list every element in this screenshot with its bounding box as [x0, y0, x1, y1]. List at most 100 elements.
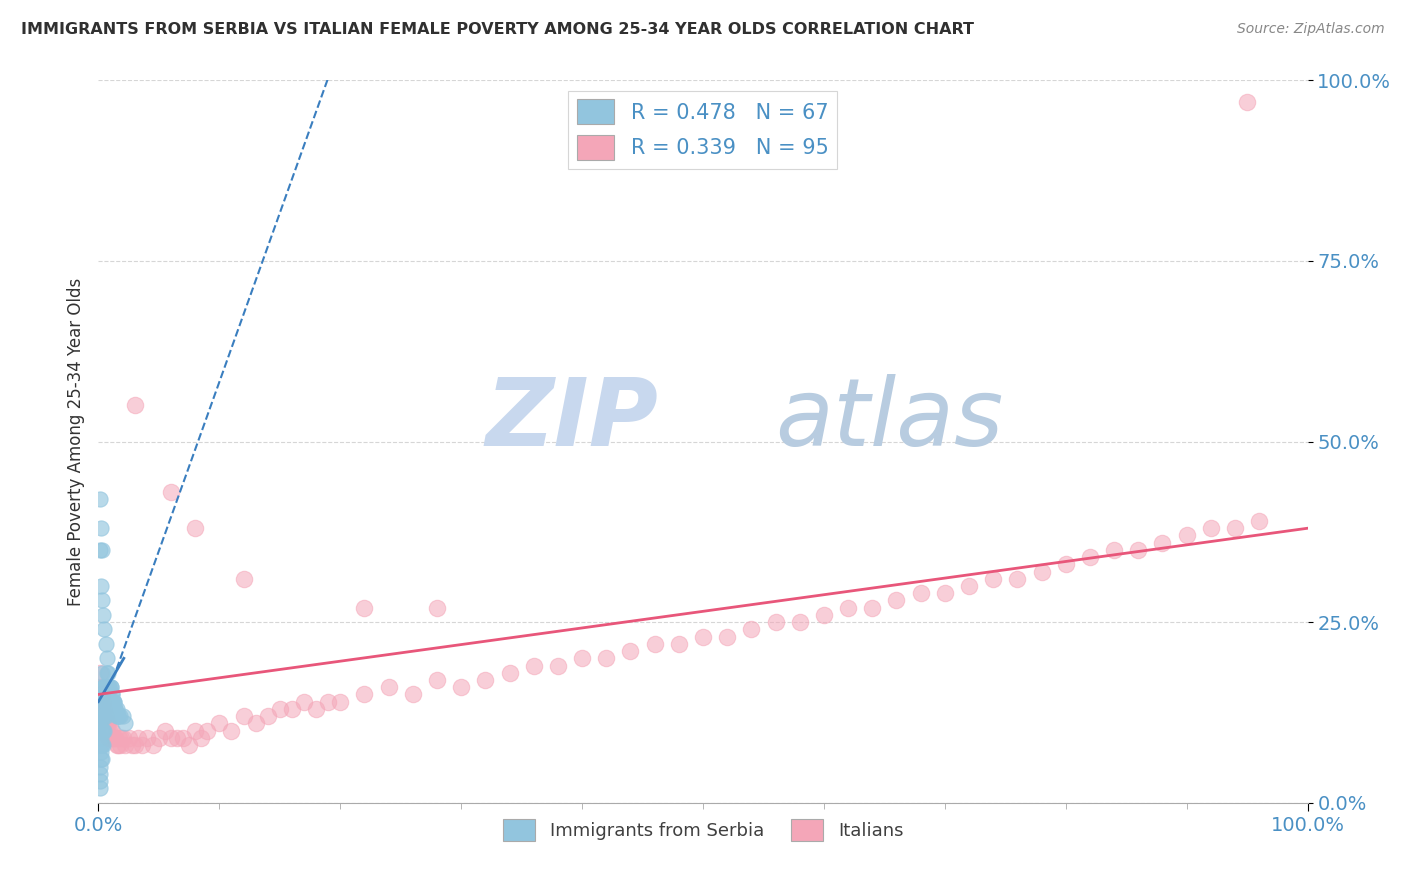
Point	[316, 695, 339, 709]
Point	[1223, 521, 1246, 535]
Point	[934, 586, 956, 600]
Point	[108, 738, 131, 752]
Point	[765, 615, 787, 630]
Point	[91, 723, 114, 738]
Point	[104, 702, 127, 716]
Point	[91, 709, 114, 723]
Point	[184, 723, 207, 738]
Point	[98, 680, 121, 694]
Point	[97, 716, 120, 731]
Point	[118, 731, 141, 745]
Point	[100, 687, 122, 701]
Point	[91, 687, 114, 701]
Point	[93, 723, 115, 738]
Point	[91, 702, 114, 716]
Point	[91, 695, 114, 709]
Point	[91, 665, 114, 680]
Point	[1128, 542, 1150, 557]
Point	[90, 723, 112, 738]
Point	[91, 607, 114, 622]
Point	[111, 709, 134, 723]
Point	[91, 695, 114, 709]
Point	[100, 723, 122, 738]
Point	[105, 702, 128, 716]
Point	[692, 630, 714, 644]
Point	[108, 709, 131, 723]
Point	[269, 702, 291, 716]
Point	[96, 723, 118, 738]
Point	[91, 709, 114, 723]
Point	[91, 752, 114, 766]
Point	[353, 600, 375, 615]
Point	[195, 723, 218, 738]
Point	[90, 680, 112, 694]
Point	[232, 572, 254, 586]
Point	[789, 615, 811, 630]
Point	[110, 731, 132, 745]
Point	[97, 695, 120, 709]
Point	[103, 695, 125, 709]
Point	[981, 572, 1004, 586]
Point	[91, 709, 114, 723]
Point	[89, 781, 111, 796]
Point	[89, 492, 111, 507]
Point	[124, 398, 146, 412]
Point	[402, 687, 425, 701]
Point	[93, 709, 115, 723]
Point	[426, 673, 449, 687]
Point	[1199, 521, 1222, 535]
Point	[94, 723, 117, 738]
Point	[96, 651, 118, 665]
Point	[91, 542, 114, 557]
Point	[90, 695, 112, 709]
Point	[90, 521, 112, 535]
Point	[131, 738, 153, 752]
Point	[114, 716, 136, 731]
Point	[101, 731, 124, 745]
Point	[1236, 95, 1258, 109]
Point	[1249, 514, 1271, 528]
Point	[184, 521, 207, 535]
Point	[377, 680, 399, 694]
Point	[179, 738, 201, 752]
Point	[595, 651, 617, 665]
Point	[353, 687, 375, 701]
Point	[96, 695, 118, 709]
Point	[886, 593, 908, 607]
Point	[103, 731, 125, 745]
Point	[91, 593, 114, 607]
Text: ZIP: ZIP	[485, 374, 658, 466]
Point	[813, 607, 835, 622]
Point	[100, 723, 122, 738]
Point	[103, 695, 125, 709]
Point	[172, 731, 194, 745]
Point	[107, 709, 129, 723]
Point	[93, 680, 115, 694]
Point	[96, 665, 118, 680]
Legend: Immigrants from Serbia, Italians: Immigrants from Serbia, Italians	[495, 812, 911, 848]
Point	[256, 709, 278, 723]
Point	[93, 623, 115, 637]
Point	[498, 665, 520, 680]
Point	[450, 680, 472, 694]
Point	[1102, 542, 1125, 557]
Point	[105, 738, 128, 752]
Point	[96, 680, 118, 694]
Point	[232, 709, 254, 723]
Point	[100, 680, 122, 694]
Point	[910, 586, 932, 600]
Point	[547, 658, 569, 673]
Point	[89, 542, 111, 557]
Point	[860, 600, 883, 615]
Point	[97, 665, 120, 680]
Point	[190, 731, 212, 745]
Point	[90, 716, 112, 731]
Point	[135, 731, 157, 745]
Point	[644, 637, 666, 651]
Point	[329, 695, 352, 709]
Point	[91, 738, 114, 752]
Point	[89, 665, 111, 680]
Point	[208, 716, 231, 731]
Point	[90, 738, 112, 752]
Point	[101, 695, 124, 709]
